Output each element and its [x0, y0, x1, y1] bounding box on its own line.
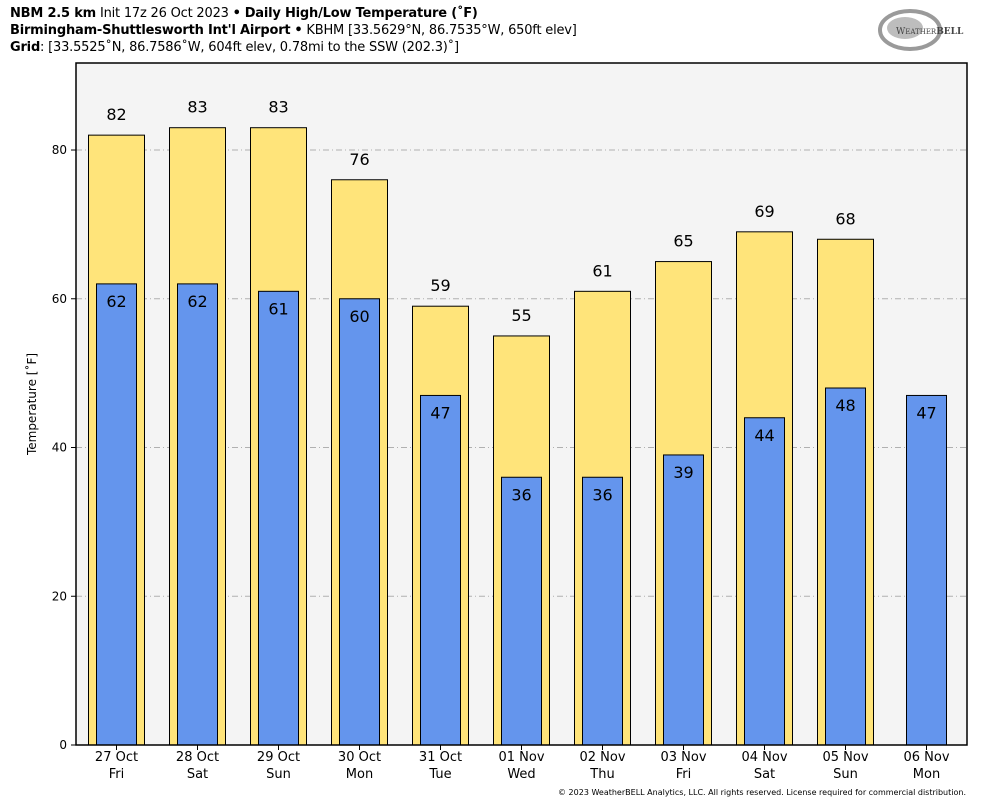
low-temp-bar	[96, 283, 137, 746]
weatherbell-logo: WEATHERBELL	[878, 9, 964, 51]
init-time: Init 17z 26 Oct 2023	[99, 6, 229, 21]
grid-label: Grid	[10, 40, 41, 55]
x-tick-day: Thu	[589, 767, 614, 782]
high-temp-label: 69	[754, 202, 774, 221]
low-temp-bar	[258, 290, 299, 746]
high-temp-label: 55	[511, 306, 531, 325]
header-line-2: Birmingham-Shuttlesworth Int'l Airport •…	[10, 23, 577, 38]
low-temp-label: 47	[916, 403, 936, 422]
high-temp-label: 68	[835, 209, 855, 228]
grid-info: : [33.5525˚N, 86.7586˚W, 604ft elev, 0.7…	[40, 40, 459, 55]
x-tick-date: 31 Oct	[419, 750, 462, 765]
copyright-footer: © 2023 WeatherBELL Analytics, LLC. All r…	[558, 788, 966, 797]
logo-text: WEATHERBELL	[896, 27, 964, 37]
low-temp-bar	[501, 476, 542, 746]
low-temp-label: 36	[592, 485, 612, 504]
x-tick-day: Fri	[676, 767, 692, 782]
high-temp-label: 61	[592, 261, 612, 280]
low-temp-label: 39	[673, 463, 693, 482]
x-tick-date: 29 Oct	[257, 750, 300, 765]
high-temp-label: 76	[349, 150, 369, 169]
model-name: NBM 2.5 km	[10, 6, 96, 21]
low-temp-bar	[177, 283, 218, 746]
high-temp-label: 65	[673, 232, 693, 251]
high-temp-label: 83	[268, 98, 288, 117]
y-tick-label: 40	[52, 441, 67, 455]
y-tick-label: 80	[52, 143, 67, 157]
low-temp-bar	[420, 394, 461, 746]
low-temp-label: 62	[187, 292, 207, 311]
high-temp-label: 83	[187, 98, 207, 117]
logo-swirl-icon	[878, 9, 942, 51]
x-tick-day: Tue	[428, 767, 451, 782]
low-temp-bar	[582, 476, 623, 746]
low-temp-bar	[339, 298, 380, 746]
x-tick-day: Sat	[754, 767, 775, 782]
x-tick-day: Fri	[109, 767, 125, 782]
x-tick-day: Sun	[833, 767, 858, 782]
station-name: Birmingham-Shuttlesworth Int'l Airport	[10, 23, 291, 38]
station-info: KBHM [33.5629°N, 86.7535°W, 650ft elev]	[306, 23, 577, 38]
x-tick-date: 03 Nov	[660, 750, 706, 765]
x-tick-date: 01 Nov	[498, 750, 544, 765]
y-tick-label: 0	[59, 738, 67, 752]
separator: •	[232, 6, 241, 21]
low-temp-label: 44	[754, 426, 774, 445]
logo-swirl-core-icon	[887, 17, 923, 39]
low-temp-bar	[663, 454, 704, 746]
product-title: Daily High/Low Temperature (˚F)	[244, 6, 478, 21]
x-tick-date: 02 Nov	[579, 750, 625, 765]
x-tick-day: Mon	[913, 767, 940, 782]
x-tick-day: Sun	[266, 767, 291, 782]
low-temp-bar	[825, 387, 866, 746]
x-tick-date: 27 Oct	[95, 750, 138, 765]
high-temp-label: 82	[106, 105, 126, 124]
header-line-3: Grid: [33.5525˚N, 86.7586˚W, 604ft elev,…	[10, 40, 459, 55]
low-temp-label: 61	[268, 299, 288, 318]
low-temp-bar	[744, 417, 785, 746]
y-axis-label: Temperature [˚F]	[24, 353, 39, 456]
low-temp-label: 62	[106, 292, 126, 311]
low-temp-label: 48	[835, 396, 855, 415]
x-tick-date: 30 Oct	[338, 750, 381, 765]
low-temp-label: 60	[349, 307, 369, 326]
high-temp-label: 59	[430, 276, 450, 295]
x-tick-date: 28 Oct	[176, 750, 219, 765]
y-tick-label: 60	[52, 292, 67, 306]
header-line-1: NBM 2.5 km Init 17z 26 Oct 2023 • Daily …	[10, 6, 478, 21]
low-temp-bar	[906, 394, 947, 746]
x-tick-day: Wed	[507, 767, 535, 782]
x-tick-date: 06 Nov	[903, 750, 949, 765]
x-tick-day: Mon	[346, 767, 373, 782]
x-tick-date: 05 Nov	[822, 750, 868, 765]
x-tick-date: 04 Nov	[741, 750, 787, 765]
y-tick-label: 20	[52, 589, 67, 603]
x-tick-day: Sat	[187, 767, 208, 782]
separator: •	[294, 23, 303, 38]
low-temp-label: 36	[511, 485, 531, 504]
low-temp-label: 47	[430, 403, 450, 422]
